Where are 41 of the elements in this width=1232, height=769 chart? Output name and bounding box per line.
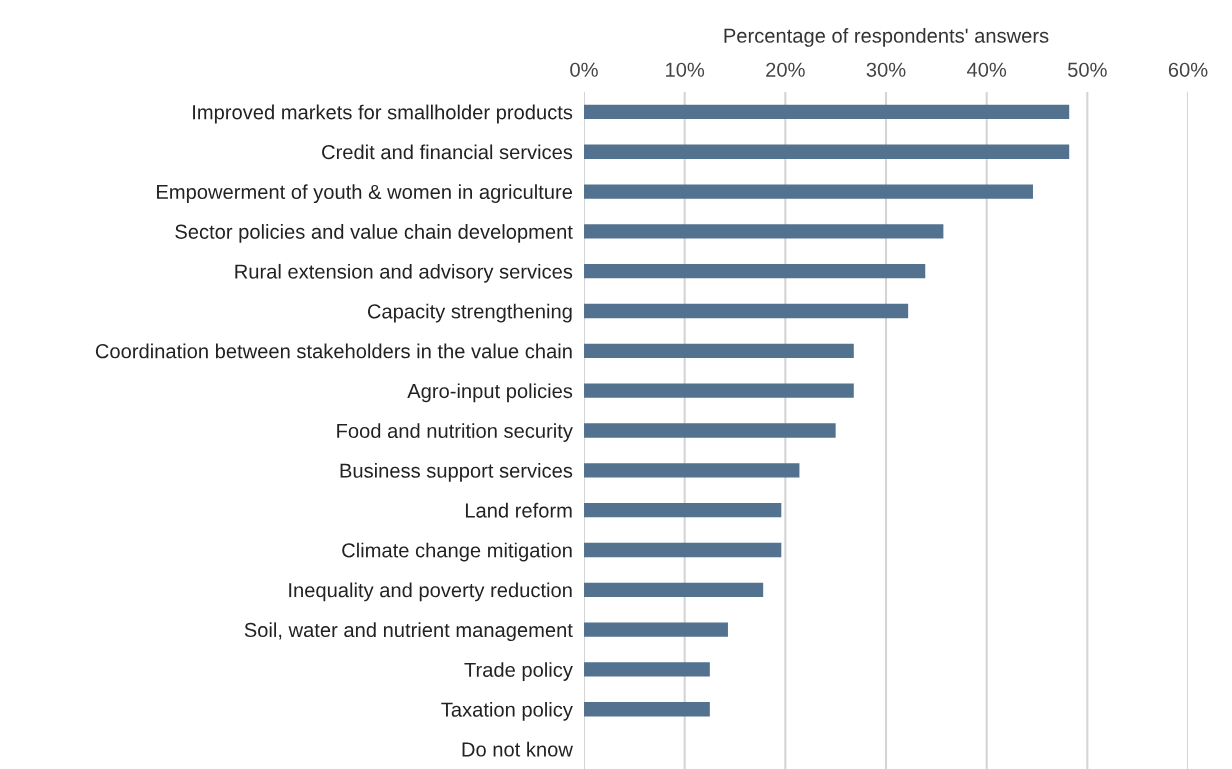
bar bbox=[584, 423, 836, 438]
x-tick-label: 30% bbox=[866, 62, 906, 77]
y-tick-label: Food and nutrition security bbox=[337, 423, 573, 442]
y-tick-label: Business support services bbox=[340, 463, 573, 482]
bar bbox=[584, 184, 1033, 199]
bar bbox=[584, 662, 710, 677]
y-tick-label: Rural extension and advisory services bbox=[235, 263, 573, 283]
bar bbox=[584, 582, 764, 597]
x-tick-label: 50% bbox=[1067, 62, 1107, 77]
y-tick-label: Credit and financial services bbox=[322, 144, 573, 160]
bar bbox=[584, 144, 1070, 159]
y-tick-label: Agro-input policies bbox=[407, 383, 573, 403]
bar bbox=[584, 542, 782, 558]
y-tick-label: Climate change mitigation bbox=[342, 542, 572, 562]
y-tick-label: Sector policies and value chain development bbox=[175, 224, 573, 243]
x-tick-label: 60% bbox=[1168, 62, 1208, 77]
y-tick-label: Trade policy bbox=[464, 662, 573, 681]
y-tick-label: Coordination between stakeholders in the value chain bbox=[95, 343, 572, 359]
y-tick-label: Empowerment of youth & women in agriculture bbox=[157, 184, 573, 204]
y-tick-label: Capacity strengthening bbox=[367, 303, 572, 323]
bar bbox=[584, 343, 854, 359]
x-tick-label: 20% bbox=[766, 62, 805, 77]
bar bbox=[584, 303, 909, 319]
x-tick-label: 10% bbox=[666, 62, 705, 77]
y-tick-label: Land reform bbox=[465, 502, 572, 518]
y-tick-label: Taxation policy bbox=[441, 701, 573, 721]
bar bbox=[584, 502, 782, 518]
x-tick-label: 40% bbox=[966, 62, 1007, 77]
y-tick-label: Do not know bbox=[462, 741, 573, 757]
bar bbox=[584, 264, 926, 279]
bar bbox=[584, 224, 944, 239]
bar bbox=[584, 104, 1070, 120]
y-tick-label: Improved markets for smallholder products bbox=[193, 104, 573, 124]
x-tick-label: 0% bbox=[570, 62, 598, 77]
bar bbox=[584, 383, 854, 398]
y-tick-label: Soil, water and nutrient management bbox=[244, 622, 573, 642]
y-tick-label: Inequality and poverty reduction bbox=[289, 582, 572, 602]
bar bbox=[584, 463, 800, 478]
x-axis-title: Percentage of respondents' answers bbox=[724, 28, 1049, 47]
bar bbox=[584, 622, 728, 637]
bar bbox=[584, 702, 710, 717]
